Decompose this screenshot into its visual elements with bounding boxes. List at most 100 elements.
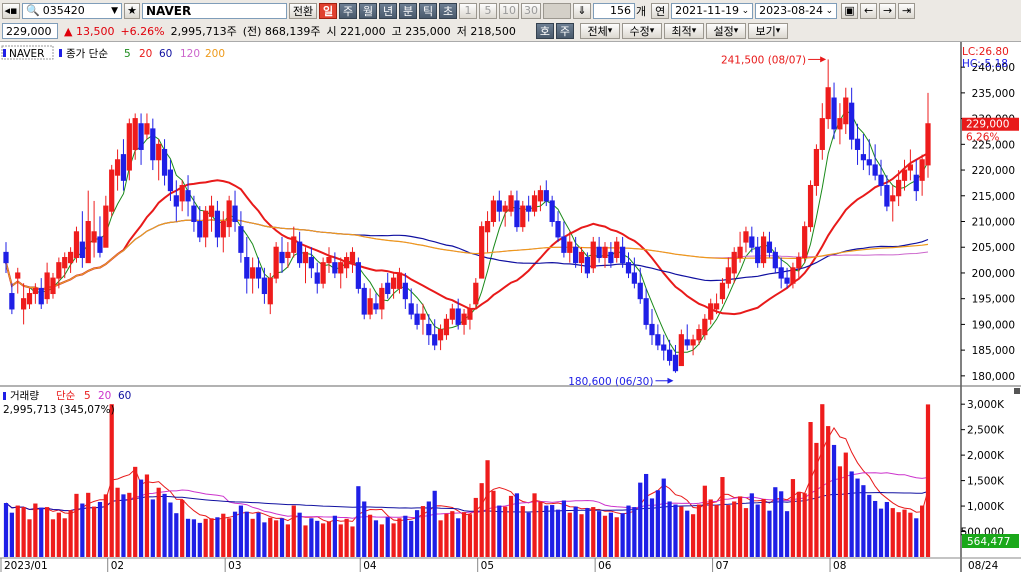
pane-toggle-icon[interactable] — [1014, 388, 1020, 394]
candle-body — [156, 144, 161, 160]
candle-body — [726, 267, 731, 284]
tab-period-3[interactable]: 년 — [379, 2, 397, 19]
candle — [120, 154, 127, 181]
price-axis-label: 235,000 — [972, 88, 1015, 100]
tab-period-2[interactable]: 월 — [359, 2, 377, 19]
stock-code-field[interactable]: 🔍 035420 ▼ — [22, 2, 122, 19]
volume-bar — [332, 515, 337, 557]
candlestick-chart[interactable]: 240,000235,000230,000225,000220,000215,0… — [0, 42, 1021, 572]
volume-bar — [409, 520, 414, 557]
volume-bar — [338, 524, 343, 557]
candle-body — [796, 257, 801, 268]
candle-body — [391, 278, 396, 289]
volume-bar — [890, 508, 895, 557]
volume-bar — [279, 518, 285, 557]
interval-buttons: 1 5 10 30 — [457, 2, 541, 19]
view-button-2[interactable]: 전체 ▾ — [579, 23, 620, 39]
volume-bar — [685, 510, 690, 557]
chevron-down-icon[interactable]: ⌄ — [741, 5, 750, 16]
volume-bar — [767, 510, 772, 557]
view-button-1[interactable]: 주 — [555, 23, 574, 39]
year-button[interactable]: 연 — [651, 2, 670, 19]
candle-body — [274, 247, 279, 279]
view-button-6[interactable]: 보기 ▾ — [747, 23, 788, 39]
date-to-field[interactable]: 2023-08-24 ⌄ — [755, 2, 838, 19]
series-name-box[interactable] — [1, 45, 54, 60]
candle — [631, 272, 637, 284]
tab-period-0[interactable]: 일 — [319, 2, 337, 19]
save-icon[interactable]: ▣ — [841, 2, 859, 19]
convert-button[interactable]: 전환 — [289, 2, 317, 19]
candle — [849, 102, 855, 140]
volume-bar — [914, 518, 919, 557]
volume-bar — [115, 487, 120, 557]
view-button-3[interactable]: 수정 ▾ — [621, 23, 662, 39]
ma-marker — [59, 49, 62, 57]
volume-bar — [397, 518, 402, 557]
volume-bar — [849, 471, 854, 557]
volume-bar — [350, 526, 355, 557]
ma60-legend: 60 — [159, 48, 172, 60]
volume-marker — [3, 392, 6, 400]
candle — [672, 354, 679, 372]
tab-period-4[interactable]: 분 — [399, 2, 417, 19]
tab-period-6[interactable]: 초 — [439, 2, 457, 19]
volume-bar — [197, 522, 202, 557]
candle-body — [567, 242, 572, 253]
candle — [214, 210, 221, 238]
candle — [596, 246, 602, 259]
volume-bar — [420, 506, 426, 557]
favorite-star-icon[interactable]: ★ — [124, 2, 140, 19]
candle-body — [579, 252, 584, 263]
candle-body — [86, 221, 91, 263]
fast-forward-icon[interactable]: ⇥ — [898, 2, 916, 19]
down-arrow-icon[interactable]: ⇓ — [573, 2, 591, 19]
x-axis-label: 04 — [363, 560, 377, 572]
volume-bar — [44, 507, 50, 557]
x-axis-end-label: 08/24 — [968, 560, 999, 572]
search-icon[interactable]: 🔍 — [26, 4, 40, 17]
candle-body — [444, 319, 449, 335]
candle — [185, 190, 191, 202]
view-button-5[interactable]: 설정 ▾ — [705, 23, 746, 39]
interval-button-1[interactable]: 5 — [479, 2, 497, 19]
chevron-down-icon[interactable]: ▼ — [111, 5, 118, 16]
interval-button-0[interactable]: 1 — [459, 2, 477, 19]
arrow-right-icon[interactable]: → — [879, 2, 897, 19]
blank-button[interactable] — [543, 2, 571, 19]
candle — [79, 241, 85, 259]
count-field[interactable]: 156 — [593, 2, 635, 19]
volume-bar — [696, 504, 702, 557]
volume-bar — [461, 512, 467, 557]
high-arrowhead-icon — [820, 56, 827, 63]
stock-name-field: NAVER — [142, 2, 287, 19]
interval-button-3[interactable]: 30 — [521, 2, 541, 19]
candle — [561, 236, 567, 253]
candle-body — [133, 118, 138, 150]
chevron-down-icon[interactable]: ⌄ — [825, 5, 834, 16]
panel-menu-icon[interactable]: ◂▪ — [2, 2, 20, 19]
arrow-left-icon[interactable]: ← — [860, 2, 878, 19]
stock-code: 035420 — [42, 4, 85, 17]
x-axis-label: 07 — [716, 560, 729, 572]
volume-bar — [414, 510, 420, 557]
view-button-0[interactable]: 호 — [535, 23, 554, 39]
volume-bar — [626, 505, 631, 557]
candle-body — [50, 278, 56, 294]
volume-value: 2,995,713 (345,07%) — [3, 404, 115, 416]
candle-body — [708, 303, 713, 320]
candle — [526, 205, 532, 212]
volume-bar — [679, 506, 684, 557]
date-from-field[interactable]: 2021-11-19 ⌄ — [671, 2, 754, 19]
tab-period-5[interactable]: 틱 — [419, 2, 437, 19]
view-button-label: 주 — [559, 25, 570, 38]
series-marker — [3, 49, 6, 57]
low-annotation: 180,600 (06/30) — [568, 376, 653, 388]
trade-amount: 2,995,713주 — [170, 25, 237, 38]
x-axis-label: 06 — [598, 560, 612, 572]
tab-period-1[interactable]: 주 — [339, 2, 357, 19]
volume-bar — [27, 519, 32, 557]
view-button-4[interactable]: 최적 ▾ — [663, 23, 704, 39]
view-button-label: 최적 — [671, 25, 692, 38]
interval-button-2[interactable]: 10 — [499, 2, 519, 19]
